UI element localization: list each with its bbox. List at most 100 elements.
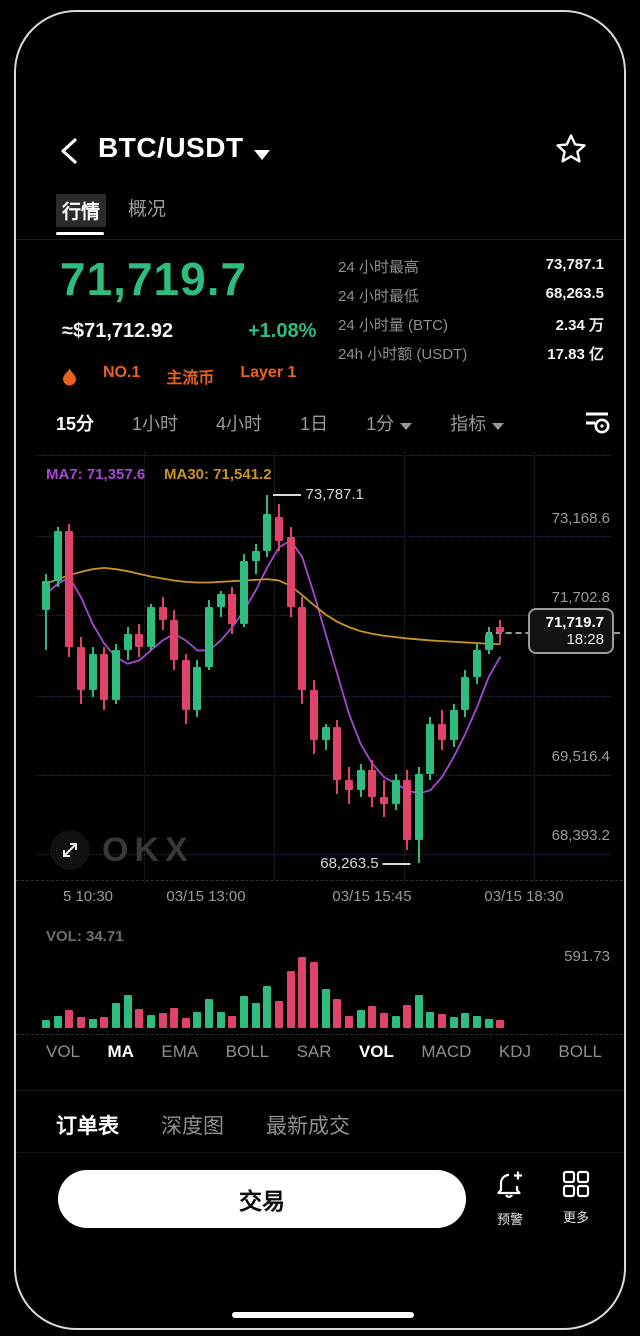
candle-body (228, 593, 237, 624)
x-axis-label: 03/15 15:45 (332, 888, 412, 905)
indicator-dropdown[interactable]: 指标 (450, 410, 505, 436)
volume-bar (414, 995, 423, 1028)
y-axis-label: 69,516.4 (551, 748, 610, 765)
candle-body (65, 530, 74, 648)
x-axis-label: 5 10:30 (62, 888, 114, 905)
interval-dropdown[interactable]: 1分 (366, 410, 413, 436)
pair-title[interactable]: BTC/USDT (98, 132, 244, 163)
candle-wick (499, 620, 502, 644)
candle-body (461, 677, 470, 711)
bottom-tab[interactable]: 订单表 (56, 1115, 119, 1138)
volume-bar (403, 1005, 412, 1028)
stat-row: 24 小时量 (BTC) 2.34 万 (338, 317, 604, 334)
volume-bar (356, 1009, 365, 1028)
candle-body (42, 580, 50, 611)
candle-body (426, 723, 435, 774)
volume-bar (309, 962, 318, 1028)
volume-bar (240, 996, 249, 1028)
volume-bar (368, 1006, 377, 1028)
candle-body (275, 517, 283, 541)
favorite-star-icon[interactable] (554, 132, 588, 166)
more-action[interactable]: 更多 (544, 1170, 608, 1226)
gridline (36, 854, 611, 855)
candlestick-chart[interactable]: MA7: 71,357.6 MA30: 71,541.2 73,787.1 68… (16, 452, 624, 882)
volume-bar (135, 1009, 144, 1028)
chevron-down-icon (492, 423, 505, 430)
home-indicator[interactable] (232, 1312, 414, 1318)
candle-body (403, 780, 412, 841)
divider (16, 1090, 624, 1091)
badge[interactable]: 主流币 (166, 370, 215, 387)
timeframe-1小时[interactable]: 1小时 (132, 414, 179, 434)
volume-bar (298, 957, 307, 1028)
volume-bar (123, 995, 132, 1028)
timeframe-15分[interactable]: 15分 (56, 414, 95, 434)
volume-pane[interactable]: VOL: 34.71 591.73 (16, 920, 624, 1032)
volume-bar (391, 1015, 400, 1028)
indicator-kdj-7[interactable]: KDJ (498, 1042, 531, 1061)
candle-body (344, 780, 353, 791)
timeframe-1日[interactable]: 1日 (300, 414, 329, 434)
change-percent: +1.08% (248, 320, 317, 342)
volume-bar (263, 986, 272, 1028)
pair-dropdown-caret-icon[interactable] (254, 150, 270, 160)
tab-market[interactable]: 行情 (56, 194, 107, 227)
stat-row: 24 小时最低 68,263.5 (338, 285, 604, 305)
chart-settings-icon[interactable] (582, 410, 612, 436)
volume-bar (461, 1013, 470, 1028)
volume-bar (438, 1014, 447, 1028)
divider (16, 239, 624, 240)
indicator-vol-5[interactable]: VOL (358, 1042, 394, 1061)
gridline (36, 455, 611, 456)
volume-bar (193, 1012, 202, 1028)
alert-action[interactable]: 预警 (478, 1170, 542, 1228)
candle-body (309, 690, 318, 741)
candle-body (449, 710, 458, 741)
divider (16, 880, 624, 881)
bottom-tab[interactable]: 最新成交 (266, 1115, 350, 1138)
expand-icon[interactable] (50, 830, 90, 870)
volume-bar (379, 1012, 388, 1028)
back-button[interactable] (56, 136, 82, 166)
candle-body (379, 796, 388, 804)
candle-body (473, 650, 482, 678)
timeframe-4小时[interactable]: 4小时 (216, 414, 263, 434)
ma7-line (45, 539, 502, 795)
bottom-tab[interactable]: 深度图 (161, 1115, 224, 1138)
ma7-label: MA7: 71,357.6 (46, 466, 146, 483)
volume-bar (426, 1011, 435, 1028)
ma30-label: MA30: 71,541.2 (164, 466, 272, 483)
volume-bar (449, 1016, 458, 1028)
gridline (404, 452, 405, 882)
candle-body (298, 607, 307, 691)
indicator-boll-3[interactable]: BOLL (225, 1042, 270, 1061)
candle-body (286, 537, 295, 608)
candle-body (111, 650, 120, 701)
badge[interactable]: NO.1 (103, 364, 141, 381)
divider (16, 1034, 624, 1035)
volume-bar (111, 1003, 120, 1028)
candle-body (158, 607, 167, 621)
volume-bar (76, 1017, 85, 1028)
tab-overview[interactable]: 概况 (128, 199, 167, 220)
candle-body (438, 723, 447, 741)
indicator-ma-1[interactable]: MA (107, 1042, 134, 1061)
indicator-sar-4[interactable]: SAR (296, 1042, 332, 1061)
x-axis-labels: 5 10:30 03/15 13:00 03/15 15:45 03/15 18:30 (16, 888, 624, 910)
indicator-boll-8[interactable]: BOLL (558, 1042, 602, 1061)
y-axis-label: 73,168.6 (551, 510, 610, 527)
indicator-macd-6[interactable]: MACD (421, 1042, 472, 1061)
candle-body (193, 667, 202, 711)
candle-body (181, 660, 190, 711)
high-annotation: 73,787.1 (273, 486, 364, 503)
volume-bar (228, 1015, 237, 1028)
trade-button[interactable]: 交易 (58, 1170, 466, 1228)
indicator-vol-0[interactable]: VOL (46, 1042, 81, 1061)
candle-body (321, 726, 330, 741)
usd-price: ≈$71,712.92 (62, 320, 174, 342)
candle-body (205, 607, 214, 668)
indicator-ema-2[interactable]: EMA (161, 1042, 199, 1061)
gridline (144, 452, 145, 882)
phone-frame: BTC/USDT 行情 概况 71,719.7 ≈$71,712.92 +1.08… (14, 10, 626, 1330)
badge[interactable]: Layer 1 (240, 364, 297, 381)
